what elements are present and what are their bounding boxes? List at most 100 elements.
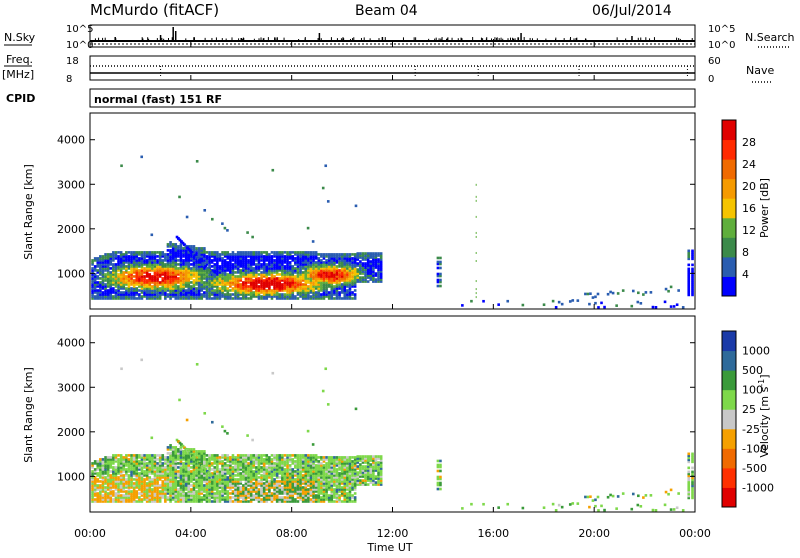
power-echo-cell bbox=[362, 262, 365, 265]
power-echo-cell bbox=[687, 250, 690, 253]
power-echo-cell bbox=[354, 293, 357, 296]
power-echo-cell bbox=[328, 291, 331, 294]
velocity-echo-cell bbox=[148, 454, 151, 457]
power-echo-cell bbox=[271, 255, 274, 258]
power-echo-cell bbox=[268, 277, 271, 280]
power-echo-cell bbox=[174, 243, 177, 246]
power-echo-cell bbox=[143, 267, 146, 270]
velocity-echo-cell bbox=[138, 496, 141, 499]
velocity-echo-cell bbox=[328, 456, 331, 459]
power-echo-cell bbox=[273, 251, 276, 254]
power-echo-cell bbox=[252, 251, 255, 254]
cpid-label: CPID bbox=[6, 92, 35, 105]
power-echo-cell bbox=[325, 259, 328, 262]
power-echo-cell bbox=[284, 255, 287, 258]
velocity-echo-cell bbox=[128, 454, 131, 457]
power-echo-cell bbox=[307, 251, 310, 254]
power-echo-cell bbox=[255, 263, 258, 266]
power-echo-cell bbox=[190, 245, 193, 248]
velocity-echo-cell bbox=[273, 462, 276, 465]
power-echo-cell bbox=[151, 275, 154, 278]
power-echo-cell bbox=[109, 253, 112, 256]
velocity-echo-cell bbox=[343, 456, 346, 459]
velocity-echo-cell bbox=[284, 496, 287, 499]
power-echo-cell bbox=[102, 291, 105, 294]
velocity-echo-cell bbox=[260, 474, 263, 477]
velocity-echo-cell bbox=[154, 454, 157, 457]
velocity-echo-cell bbox=[211, 468, 214, 471]
power-echo-cell bbox=[476, 260, 477, 262]
power-echo-cell bbox=[91, 259, 94, 262]
velocity-echo-cell bbox=[91, 470, 94, 473]
velocity-echo-cell bbox=[96, 492, 99, 495]
power-echo-cell bbox=[247, 251, 250, 254]
power-echo-cell bbox=[691, 250, 694, 253]
nave-label: Nave bbox=[746, 64, 774, 77]
power-echo-cell bbox=[588, 303, 591, 306]
power-echo-cell bbox=[336, 265, 339, 268]
power-echo-cell bbox=[252, 279, 255, 282]
power-echo-cell bbox=[284, 251, 287, 254]
power-echo-cell bbox=[615, 304, 618, 307]
nave-bottom-tick: 0 bbox=[708, 74, 714, 85]
velocity-echo-cell bbox=[284, 458, 287, 461]
velocity-echo-cell bbox=[320, 456, 323, 459]
power-echo-cell bbox=[109, 271, 112, 274]
velocity-echo-cell bbox=[239, 454, 242, 457]
velocity-echo-cell bbox=[117, 476, 120, 479]
power-echo-cell bbox=[667, 290, 670, 293]
power-echo-cell bbox=[133, 275, 136, 278]
power-echo-cell bbox=[128, 255, 131, 258]
power-echo-cell bbox=[597, 293, 600, 296]
power-echo-cell bbox=[96, 281, 99, 284]
velocity-echo-cell bbox=[258, 454, 261, 457]
velocity-echo-cell bbox=[122, 456, 125, 459]
power-echo-cell bbox=[146, 259, 149, 262]
power-echo-cell bbox=[307, 285, 310, 288]
power-colorbar-segment bbox=[722, 218, 736, 238]
power-echo-cell bbox=[159, 287, 162, 290]
velocity-echo-cell bbox=[128, 474, 131, 477]
power-echo-cell bbox=[117, 273, 120, 276]
power-echo-cell bbox=[226, 229, 229, 232]
velocity-echo-cell bbox=[247, 454, 250, 457]
power-echo-cell bbox=[161, 251, 164, 254]
velocity-echo-cell bbox=[315, 494, 318, 497]
velocity-echo-cell bbox=[307, 454, 310, 457]
power-echo-cell bbox=[224, 251, 227, 254]
power-echo-cell bbox=[351, 291, 354, 294]
velocity-echo-cell bbox=[213, 454, 216, 457]
power-echo-cell bbox=[338, 291, 341, 294]
power-echo-cell bbox=[650, 291, 653, 294]
velocity-echo-cell bbox=[260, 498, 263, 501]
power-echo-cell bbox=[630, 305, 633, 308]
power-echo-cell bbox=[346, 289, 349, 292]
velocity-echo-cell bbox=[141, 498, 144, 501]
power-colorbar-segment bbox=[722, 198, 736, 218]
velocity-echo-cell bbox=[221, 460, 224, 463]
power-echo-cell bbox=[177, 267, 180, 270]
velocity-echo-cell bbox=[164, 456, 167, 459]
power-echo-cell bbox=[320, 253, 323, 256]
power-colorbar-tick: 20 bbox=[742, 180, 756, 193]
velocity-echo-cell bbox=[226, 464, 229, 467]
velocity-echo-cell bbox=[115, 492, 118, 495]
velocity-echo-cell bbox=[135, 500, 138, 503]
power-echo-cell bbox=[151, 233, 154, 236]
velocity-echo-cell bbox=[265, 466, 268, 469]
power-echo-cell bbox=[561, 303, 564, 306]
velocity-echo-cell bbox=[346, 456, 349, 459]
power-echo-cell bbox=[333, 285, 336, 288]
velocity-echo-cell bbox=[239, 500, 242, 503]
power-echo-cell bbox=[302, 283, 305, 286]
power-echo-cell bbox=[476, 200, 477, 202]
power-echo-cell bbox=[299, 251, 302, 254]
power-echo-cell bbox=[273, 259, 276, 262]
power-echo-cell bbox=[91, 267, 94, 270]
power-echo-cell bbox=[115, 251, 118, 254]
power-echo-cell bbox=[691, 264, 694, 267]
power-echo-cell bbox=[670, 286, 673, 289]
velocity-echo-cell bbox=[333, 500, 336, 503]
power-echo-cell bbox=[167, 243, 170, 246]
power-echo-cell bbox=[346, 253, 349, 256]
